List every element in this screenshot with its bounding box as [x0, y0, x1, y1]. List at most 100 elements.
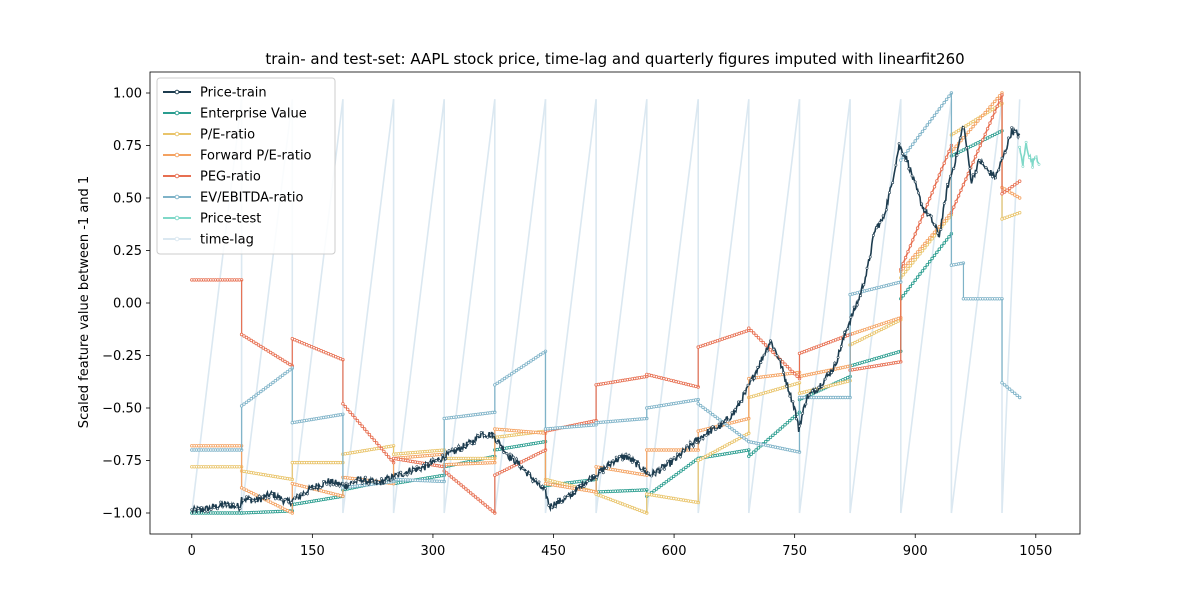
data-point: [978, 116, 982, 120]
data-point: [964, 177, 968, 181]
data-point: [538, 352, 543, 357]
data-point: [769, 339, 772, 343]
data-point: [306, 492, 309, 496]
legend-label: Price-test: [200, 212, 261, 227]
data-point: [711, 425, 715, 429]
data-point: [920, 249, 925, 253]
data-point: [984, 166, 988, 169]
data-point: [908, 264, 913, 268]
data-point: [754, 448, 758, 452]
data-point: [450, 447, 454, 451]
data-point: [669, 457, 673, 461]
data-point: [288, 368, 292, 372]
y-tick-label: −0.50: [102, 402, 142, 417]
x-tick-label: 900: [903, 544, 928, 559]
data-point: [318, 486, 322, 490]
data-point: [872, 233, 875, 237]
data-point: [271, 380, 275, 385]
data-point: [706, 409, 710, 413]
data-point: [452, 477, 456, 481]
data-point: [762, 353, 766, 357]
time-lag-ramp: [748, 99, 801, 514]
data-point: [759, 361, 763, 365]
legend-label: PEG-ratio: [200, 170, 261, 185]
data-point: [988, 121, 992, 125]
data-point: [382, 449, 386, 454]
data-point: [515, 457, 518, 461]
data-point: [703, 407, 708, 411]
data-point: [995, 104, 999, 108]
data-point: [915, 136, 920, 140]
data-point: [928, 236, 932, 240]
data-point: [470, 441, 473, 445]
legend-marker: [174, 131, 180, 137]
data-point: [498, 380, 502, 384]
data-point: [747, 326, 751, 330]
data-point: [353, 416, 357, 420]
time-lag-ramp: [544, 99, 597, 514]
data-point: [256, 391, 261, 395]
data-point: [239, 332, 244, 337]
data-point: [528, 471, 531, 475]
data-point: [911, 255, 915, 260]
data-point: [425, 462, 428, 466]
data-point: [522, 364, 526, 368]
data-point: [529, 359, 533, 363]
data-point: [412, 468, 416, 472]
data-point: [978, 158, 981, 162]
data-point: [582, 485, 586, 489]
data-point: [947, 213, 951, 218]
data-point: [923, 208, 927, 212]
data-point: [935, 110, 939, 114]
legend-marker: [174, 215, 180, 221]
data-point: [906, 287, 910, 292]
data-point: [464, 487, 468, 491]
data-point: [929, 214, 933, 218]
data-point: [775, 354, 779, 358]
data-point: [1013, 130, 1017, 133]
data-point: [389, 478, 393, 482]
data-point: [766, 437, 770, 442]
data-point: [302, 492, 306, 496]
data-point: [701, 405, 705, 410]
data-point: [569, 491, 573, 495]
data-point: [647, 471, 650, 475]
data-point: [713, 449, 717, 454]
data-point: [727, 425, 732, 429]
data-point: [348, 410, 352, 414]
data-point: [990, 102, 995, 106]
data-point: [444, 457, 448, 461]
data-point: [783, 362, 787, 366]
series-segment: [950, 94, 1003, 214]
data-point: [1018, 179, 1022, 183]
data-point: [1013, 183, 1017, 187]
data-point: [621, 458, 625, 462]
data-point: [1010, 126, 1014, 130]
data-point: [679, 469, 683, 473]
data-point: [1000, 192, 1004, 196]
data-point: [488, 507, 492, 511]
data-point: [278, 356, 282, 361]
data-point: [788, 418, 792, 423]
data-point: [727, 441, 732, 446]
data-point: [771, 433, 775, 437]
data-point: [254, 499, 258, 502]
data-point: [630, 460, 634, 464]
data-point: [908, 258, 913, 262]
data-point: [696, 458, 700, 463]
data-point: [676, 471, 681, 475]
x-tick-label: 0: [188, 544, 196, 559]
data-point: [737, 432, 741, 437]
data-point: [940, 104, 944, 108]
data-point: [949, 174, 953, 178]
data-point: [225, 503, 229, 507]
data-point: [718, 447, 722, 451]
data-point: [415, 465, 419, 469]
data-point: [502, 376, 507, 381]
data-point: [990, 115, 995, 120]
data-point: [817, 385, 821, 389]
data-point: [490, 509, 495, 513]
data-point: [1015, 194, 1019, 199]
data-point: [514, 368, 519, 373]
